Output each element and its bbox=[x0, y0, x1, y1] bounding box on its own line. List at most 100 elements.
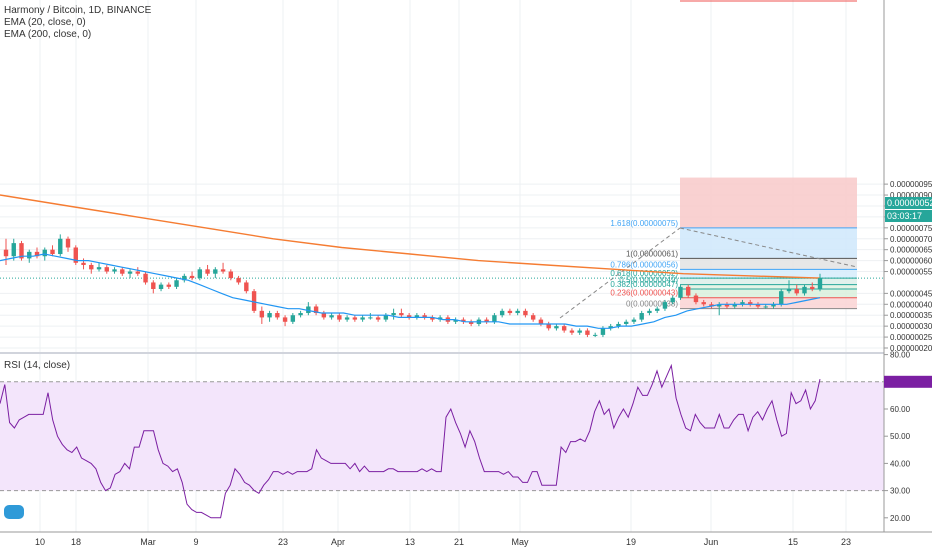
candle-body bbox=[344, 317, 350, 320]
rsi-legend-label[interactable]: RSI (14, close) bbox=[4, 360, 71, 371]
candle-body bbox=[507, 310, 513, 314]
price-tick-label: 0.00000030 bbox=[890, 322, 932, 331]
candle-body bbox=[468, 321, 474, 324]
rsi-tick-label: 30.00 bbox=[890, 487, 911, 496]
rsi-tick-label: 80.00 bbox=[890, 351, 911, 360]
candle-body bbox=[127, 271, 133, 274]
candle-body bbox=[89, 264, 94, 270]
ema200-legend[interactable]: EMA (200, close, 0) bbox=[4, 29, 92, 40]
fib-zone bbox=[680, 258, 857, 270]
candle-body bbox=[228, 271, 234, 279]
price-tick-label: 0.00000090 bbox=[890, 191, 932, 200]
candle-body bbox=[375, 317, 381, 320]
candle-body bbox=[205, 269, 210, 274]
candle-body bbox=[693, 295, 699, 303]
time-tick-label: Mar bbox=[140, 537, 156, 547]
candle-body bbox=[623, 321, 629, 324]
candle-body bbox=[763, 306, 768, 308]
candle-body bbox=[213, 269, 218, 274]
candle-body bbox=[368, 317, 373, 319]
candle-body bbox=[275, 313, 280, 318]
candle-body bbox=[65, 238, 71, 248]
candle-body bbox=[802, 286, 807, 294]
candle-body bbox=[678, 286, 683, 298]
candle-body bbox=[135, 271, 140, 274]
price-tick-label: 0.00000040 bbox=[890, 300, 932, 309]
candle-body bbox=[585, 330, 590, 335]
candle-body bbox=[530, 315, 536, 320]
candle-body bbox=[143, 273, 148, 283]
fib-label: 0.5(0.00000049) bbox=[619, 276, 678, 285]
fib-label: 0.382(0.00000047) bbox=[610, 280, 678, 289]
candle-body bbox=[794, 289, 799, 294]
fib-zone bbox=[680, 278, 857, 285]
trend-dashed-line bbox=[679, 227, 858, 268]
time-tick-label: 13 bbox=[405, 537, 415, 547]
candle-body bbox=[779, 291, 784, 305]
fib-label: 1(0.00000061) bbox=[626, 249, 678, 258]
price-tick-label: 0.00000095 bbox=[890, 180, 932, 189]
fib-zone bbox=[680, 284, 857, 290]
candle-body bbox=[732, 304, 737, 307]
rsi-legend: RSI (14, close) bbox=[4, 360, 70, 372]
price-tick-label: 0.00000020 bbox=[890, 344, 932, 353]
candle-body bbox=[391, 313, 396, 316]
time-tick-label: May bbox=[511, 537, 529, 547]
candle-body bbox=[786, 289, 792, 292]
symbol-title[interactable]: Harmony / Bitcoin, 1D, BINANCE bbox=[4, 5, 152, 16]
ema20-legend[interactable]: EMA (20, close, 0) bbox=[4, 17, 86, 28]
candle-body bbox=[112, 269, 117, 272]
candle-body bbox=[3, 249, 9, 257]
candle-body bbox=[19, 243, 24, 259]
candle-body bbox=[352, 317, 358, 320]
price-tick-label: 0.00000055 bbox=[890, 268, 932, 277]
fib-label: 0(0.00000038) bbox=[626, 300, 678, 309]
candle-body bbox=[337, 315, 342, 320]
candle-body bbox=[189, 275, 195, 279]
candle-body bbox=[561, 326, 567, 331]
candle-body bbox=[244, 282, 249, 292]
candle-body bbox=[631, 319, 637, 322]
time-tick-label: 9 bbox=[193, 537, 198, 547]
fib-zone bbox=[680, 227, 857, 259]
candle-body bbox=[197, 269, 203, 279]
candle-body bbox=[383, 315, 389, 320]
candle-body bbox=[151, 282, 156, 290]
time-tick-label: Jun bbox=[704, 537, 719, 547]
time-tick-label: 23 bbox=[278, 537, 288, 547]
time-tick-label: 15 bbox=[788, 537, 798, 547]
candle-body bbox=[251, 291, 257, 311]
candle-body bbox=[321, 313, 327, 318]
rsi-band bbox=[0, 381, 884, 491]
candle-body bbox=[27, 251, 32, 259]
candle-body bbox=[58, 238, 63, 255]
candle-body bbox=[306, 306, 311, 314]
price-tick-label: 0.00000035 bbox=[890, 311, 932, 320]
price-tick-label: 0.00000070 bbox=[890, 235, 932, 244]
candle-body bbox=[282, 317, 288, 322]
fib-label: 0.236(0.00000043) bbox=[610, 289, 678, 298]
fib-zone bbox=[680, 269, 857, 279]
candle-body bbox=[608, 326, 613, 329]
candle-body bbox=[236, 278, 241, 283]
price-tick-label: 0.00000045 bbox=[890, 289, 932, 298]
rsi-value-badge bbox=[884, 375, 932, 388]
candle-body bbox=[158, 284, 164, 290]
candle-body bbox=[616, 323, 621, 327]
candle-body bbox=[523, 310, 528, 316]
candle-body bbox=[166, 284, 171, 287]
candle-body bbox=[686, 286, 691, 296]
candle-body bbox=[406, 315, 412, 318]
candle-body bbox=[399, 313, 404, 316]
candle-body bbox=[484, 319, 489, 322]
candle-body bbox=[655, 308, 660, 311]
fib-zone bbox=[680, 177, 857, 228]
candle-body bbox=[717, 304, 722, 307]
candle-body bbox=[577, 330, 582, 333]
time-tick-label: 18 bbox=[71, 537, 81, 547]
candle-body bbox=[267, 313, 272, 318]
ema200-line bbox=[0, 194, 821, 279]
tradingview-logo-icon[interactable] bbox=[4, 505, 24, 519]
